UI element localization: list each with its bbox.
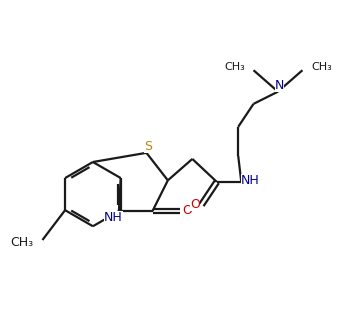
Text: CH₃: CH₃ — [11, 236, 34, 249]
Text: CH₃: CH₃ — [224, 62, 245, 72]
Text: NH: NH — [241, 174, 260, 187]
Text: CH₃: CH₃ — [311, 62, 332, 72]
Text: N: N — [275, 79, 284, 92]
Text: NH: NH — [104, 211, 123, 224]
Text: O: O — [182, 204, 192, 217]
Text: S: S — [144, 140, 152, 153]
Text: O: O — [190, 198, 200, 211]
